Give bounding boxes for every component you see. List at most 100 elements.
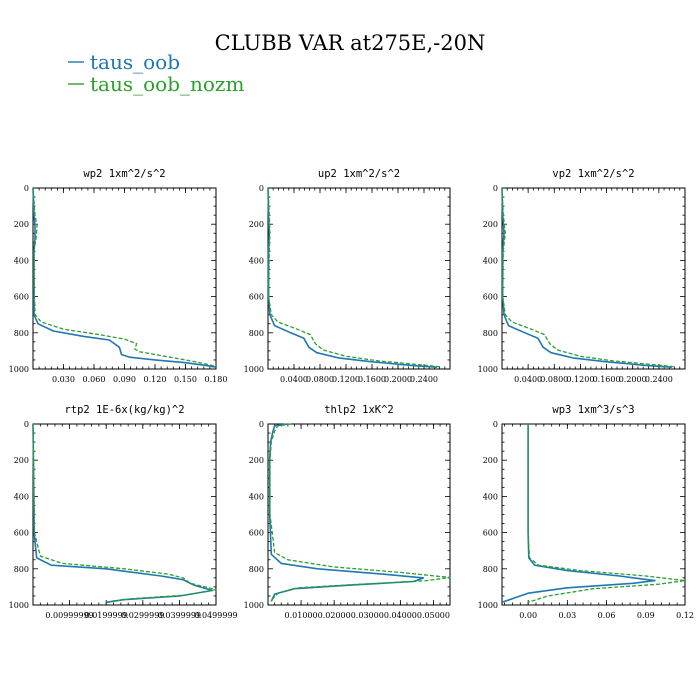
xtick-label-5-1: 0.03: [558, 611, 576, 620]
xtick-label-1-1: 0.0800: [306, 375, 334, 384]
xtick-label-5-4: 0.12: [676, 611, 694, 620]
xtick-label-2-3: 0.1600: [593, 375, 621, 384]
panel-title-4: thlp2 1xK^2: [324, 404, 394, 416]
ytick-label-4-2: 400: [249, 492, 264, 501]
ytick-label-2-1: 200: [483, 220, 498, 229]
panel-frame-0: [32, 187, 217, 370]
xtick-label-0-4: 0.150: [174, 375, 197, 384]
series-line-4-taus-oob-nozm: [269, 423, 451, 601]
series-line-1-taus-oob-nozm: [267, 187, 441, 368]
panel-title-2: vp2 1xm^2/s^2: [552, 168, 634, 180]
xtick-label-1-5: 0.2400: [410, 375, 438, 384]
ytick-label-2-2: 400: [483, 256, 498, 265]
xtick-label-3-1: 0.0199999: [85, 611, 128, 620]
ytick-label-4-4: 800: [249, 565, 264, 574]
xtick-label-1-0: 0.0400: [280, 375, 308, 384]
series-line-5-taus-oob-nozm: [527, 424, 686, 603]
ytick-label-1-4: 800: [249, 329, 264, 338]
legend-label-taus-oob-nozm: taus_oob_nozm: [90, 72, 244, 96]
ytick-label-0-5: 1000: [9, 365, 29, 374]
ytick-label-1-2: 400: [249, 256, 264, 265]
panel-1: up2 1xm^2/s^2 0 200 400 600 800 1000 0.04000.08…: [244, 168, 451, 384]
xtick-label-2-5: 0.2400: [645, 375, 673, 384]
panel-title-0: wp2 1xm^2/s^2: [83, 168, 165, 180]
xtick-label-1-4: 0.2000: [384, 375, 412, 384]
xtick-label-0-5: 0.180: [205, 375, 228, 384]
xtick-label-3-3: 0.0399999: [158, 611, 201, 620]
panel-title-5: wp3 1xm^3/s^3: [552, 404, 634, 416]
xtick-label-0-0: 0.030: [52, 375, 75, 384]
legend-label-taus-oob: taus_oob: [90, 50, 180, 74]
ytick-label-1-3: 600: [249, 293, 264, 302]
xtick-label-4-0: 0.01000: [285, 611, 318, 620]
xtick-label-4-4: 0.05000: [417, 611, 450, 620]
ytick-label-1-1: 200: [249, 220, 264, 229]
ytick-label-0-3: 600: [14, 293, 29, 302]
series-line-5-taus-oob: [501, 424, 656, 604]
xtick-label-4-1: 0.02000: [318, 611, 351, 620]
xtick-label-1-3: 0.1600: [358, 375, 386, 384]
xtick-label-4-2: 0.03000: [351, 611, 384, 620]
xtick-label-3-0: 0.00999999: [45, 611, 93, 620]
series-line-2-taus-oob: [501, 187, 672, 368]
ytick-label-3-0: 0: [24, 420, 29, 429]
series-line-1-taus-oob: [267, 187, 438, 368]
panel-title-1: up2 1xm^2/s^2: [318, 168, 400, 180]
ytick-label-5-2: 400: [483, 492, 498, 501]
ytick-label-4-1: 200: [249, 456, 264, 465]
xtick-label-4-3: 0.04000: [384, 611, 417, 620]
panel-frame-1: [267, 187, 451, 370]
xtick-label-2-1: 0.0800: [540, 375, 568, 384]
ytick-label-5-5: 1000: [478, 601, 498, 610]
series-line-2-taus-oob-nozm: [501, 187, 676, 368]
ytick-label-1-0: 0: [259, 184, 264, 193]
series-line-3-taus-oob: [32, 423, 214, 604]
series-line-4-taus-oob: [268, 423, 425, 602]
xtick-label-0-2: 0.090: [113, 375, 136, 384]
series-line-3-taus-oob-nozm: [32, 423, 217, 603]
ytick-label-5-3: 600: [483, 529, 498, 538]
ytick-label-2-3: 600: [483, 293, 498, 302]
ytick-label-2-5: 1000: [478, 365, 498, 374]
panel-0: wp2 1xm^2/s^2 0 200 400 600 800 1000 0.030 0.060…: [9, 168, 228, 384]
xtick-label-0-1: 0.060: [83, 375, 106, 384]
series-line-0-taus-oob-nozm: [32, 187, 217, 367]
ytick-label-5-1: 200: [483, 456, 498, 465]
ytick-label-5-0: 0: [493, 420, 498, 429]
ytick-label-3-5: 1000: [9, 601, 29, 610]
xtick-label-2-4: 0.2000: [619, 375, 647, 384]
ytick-label-4-5: 1000: [244, 601, 264, 610]
panel-frame-2: [501, 187, 686, 370]
panel-title-3: rtp2 1E-6x(kg/kg)^2: [64, 404, 184, 416]
panel-4: thlp2 1xK^2 0 200 400 600 800 1000 0.01000 0.020…: [244, 404, 451, 620]
ytick-label-0-0: 0: [24, 184, 29, 193]
xtick-label-5-0: 0.00: [519, 611, 537, 620]
xtick-label-2-2: 0.1200: [566, 375, 594, 384]
panel-3: rtp2 1E-6x(kg/kg)^2 0 200 400 600 800 1000 0.00…: [9, 404, 238, 620]
legend: taus_oob taus_oob_nozm: [68, 50, 244, 96]
panel-frame-3: [32, 423, 217, 606]
ytick-label-5-4: 800: [483, 565, 498, 574]
ytick-label-0-2: 400: [14, 256, 29, 265]
series-line-0-taus-oob: [32, 187, 217, 368]
ytick-label-3-2: 400: [14, 492, 29, 501]
ytick-label-3-3: 600: [14, 529, 29, 538]
panel-2: vp2 1xm^2/s^2 0 200 400 600 800 1000 0.04000.08…: [478, 168, 686, 384]
panel-5: wp3 1xm^3/s^3 0 200 400 600 800 1000 0.00 0.03 0.…: [478, 404, 694, 620]
ytick-label-3-1: 200: [14, 456, 29, 465]
xtick-label-3-4: 0.0499999: [194, 611, 237, 620]
xtick-label-5-3: 0.09: [637, 611, 655, 620]
ytick-label-3-4: 800: [14, 565, 29, 574]
figure-title: CLUBB VAR at275E,-20N: [215, 31, 486, 55]
ytick-label-0-4: 800: [14, 329, 29, 338]
xtick-label-2-0: 0.0400: [514, 375, 542, 384]
ytick-label-4-0: 0: [259, 420, 264, 429]
xtick-label-5-2: 0.06: [598, 611, 616, 620]
ytick-label-0-1: 200: [14, 220, 29, 229]
ytick-label-1-5: 1000: [244, 365, 264, 374]
ytick-label-2-4: 800: [483, 329, 498, 338]
ytick-label-2-0: 0: [493, 184, 498, 193]
ytick-label-4-3: 600: [249, 529, 264, 538]
